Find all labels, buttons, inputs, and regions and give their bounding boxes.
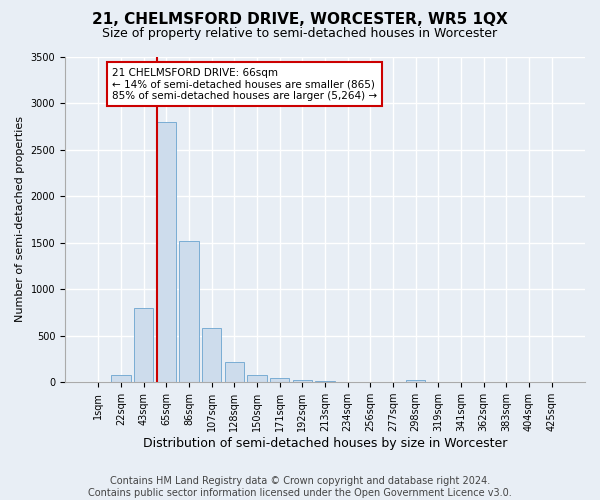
Y-axis label: Number of semi-detached properties: Number of semi-detached properties bbox=[15, 116, 25, 322]
Bar bbox=[202, 328, 221, 382]
Text: 21 CHELMSFORD DRIVE: 66sqm
← 14% of semi-detached houses are smaller (865)
85% o: 21 CHELMSFORD DRIVE: 66sqm ← 14% of semi… bbox=[112, 68, 377, 101]
Bar bbox=[134, 308, 153, 382]
Text: Size of property relative to semi-detached houses in Worcester: Size of property relative to semi-detach… bbox=[103, 28, 497, 40]
Bar bbox=[112, 375, 131, 382]
Bar bbox=[406, 380, 425, 382]
Text: 21, CHELMSFORD DRIVE, WORCESTER, WR5 1QX: 21, CHELMSFORD DRIVE, WORCESTER, WR5 1QX bbox=[92, 12, 508, 28]
Bar bbox=[247, 375, 266, 382]
Bar bbox=[293, 380, 312, 382]
Bar bbox=[157, 122, 176, 382]
X-axis label: Distribution of semi-detached houses by size in Worcester: Distribution of semi-detached houses by … bbox=[143, 437, 507, 450]
Bar bbox=[270, 378, 289, 382]
Bar bbox=[224, 362, 244, 382]
Bar bbox=[179, 241, 199, 382]
Text: Contains HM Land Registry data © Crown copyright and database right 2024.
Contai: Contains HM Land Registry data © Crown c… bbox=[88, 476, 512, 498]
